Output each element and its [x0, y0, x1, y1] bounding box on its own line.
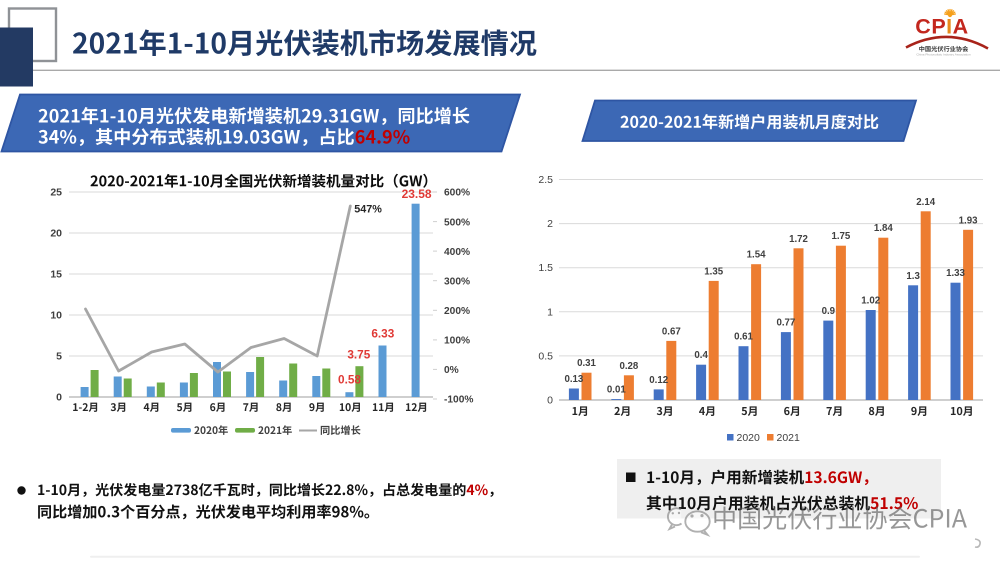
svg-text:1.84: 1.84 — [874, 223, 893, 234]
svg-text:200%: 200% — [444, 306, 470, 317]
svg-text:2: 2 — [547, 218, 553, 230]
svg-text:0.5: 0.5 — [538, 350, 553, 362]
svg-text:1.5: 1.5 — [538, 262, 553, 274]
svg-text:5: 5 — [56, 351, 62, 363]
svg-text:0.13: 0.13 — [564, 374, 583, 385]
svg-text:400%: 400% — [444, 247, 470, 258]
svg-text:2.5: 2.5 — [538, 174, 553, 186]
svg-text:0.28: 0.28 — [619, 361, 638, 372]
svg-text:0.61: 0.61 — [734, 332, 753, 343]
svg-text:1.35: 1.35 — [704, 266, 723, 277]
svg-text:1.93: 1.93 — [959, 215, 978, 226]
svg-text:1.54: 1.54 — [747, 250, 766, 261]
svg-text:-100%: -100% — [444, 395, 473, 406]
svg-text:CPIA: CPIA — [915, 15, 968, 39]
svg-text:1.02: 1.02 — [861, 296, 880, 307]
svg-text:6.33: 6.33 — [371, 327, 394, 341]
svg-text:2.14: 2.14 — [916, 197, 935, 208]
svg-text:0: 0 — [56, 392, 62, 404]
svg-text:0.31: 0.31 — [577, 358, 596, 369]
svg-text:1.75: 1.75 — [831, 231, 850, 242]
svg-text:600%: 600% — [444, 188, 470, 199]
svg-text:0.01: 0.01 — [607, 385, 626, 396]
svg-text:3.75: 3.75 — [347, 348, 370, 362]
svg-text:500%: 500% — [444, 217, 470, 228]
svg-text:100%: 100% — [444, 336, 470, 347]
svg-text:0.12: 0.12 — [649, 375, 668, 386]
svg-text:25: 25 — [50, 187, 62, 199]
svg-text:0%: 0% — [444, 365, 459, 376]
svg-text:0.9: 0.9 — [822, 306, 836, 317]
svg-text:China Photovoltaic Industry As: China Photovoltaic Industry Association — [916, 52, 970, 56]
svg-text:0.58: 0.58 — [338, 373, 361, 387]
svg-text:300%: 300% — [444, 276, 470, 287]
svg-text:1.72: 1.72 — [789, 234, 808, 245]
svg-text:0: 0 — [547, 395, 553, 407]
svg-text:20: 20 — [50, 228, 62, 240]
svg-text:1.3: 1.3 — [906, 271, 920, 282]
svg-text:0.77: 0.77 — [776, 318, 795, 329]
svg-text:2021: 2021 — [777, 432, 801, 444]
svg-text:10: 10 — [50, 310, 62, 322]
svg-text:2020: 2020 — [737, 432, 761, 444]
svg-text:0.67: 0.67 — [662, 326, 681, 337]
svg-text:547%: 547% — [354, 204, 382, 216]
svg-text:23.58: 23.58 — [402, 187, 432, 201]
svg-text:0.4: 0.4 — [694, 350, 708, 361]
svg-text:1: 1 — [547, 306, 553, 318]
svg-text:15: 15 — [50, 269, 62, 281]
svg-text:1.33: 1.33 — [946, 268, 965, 279]
